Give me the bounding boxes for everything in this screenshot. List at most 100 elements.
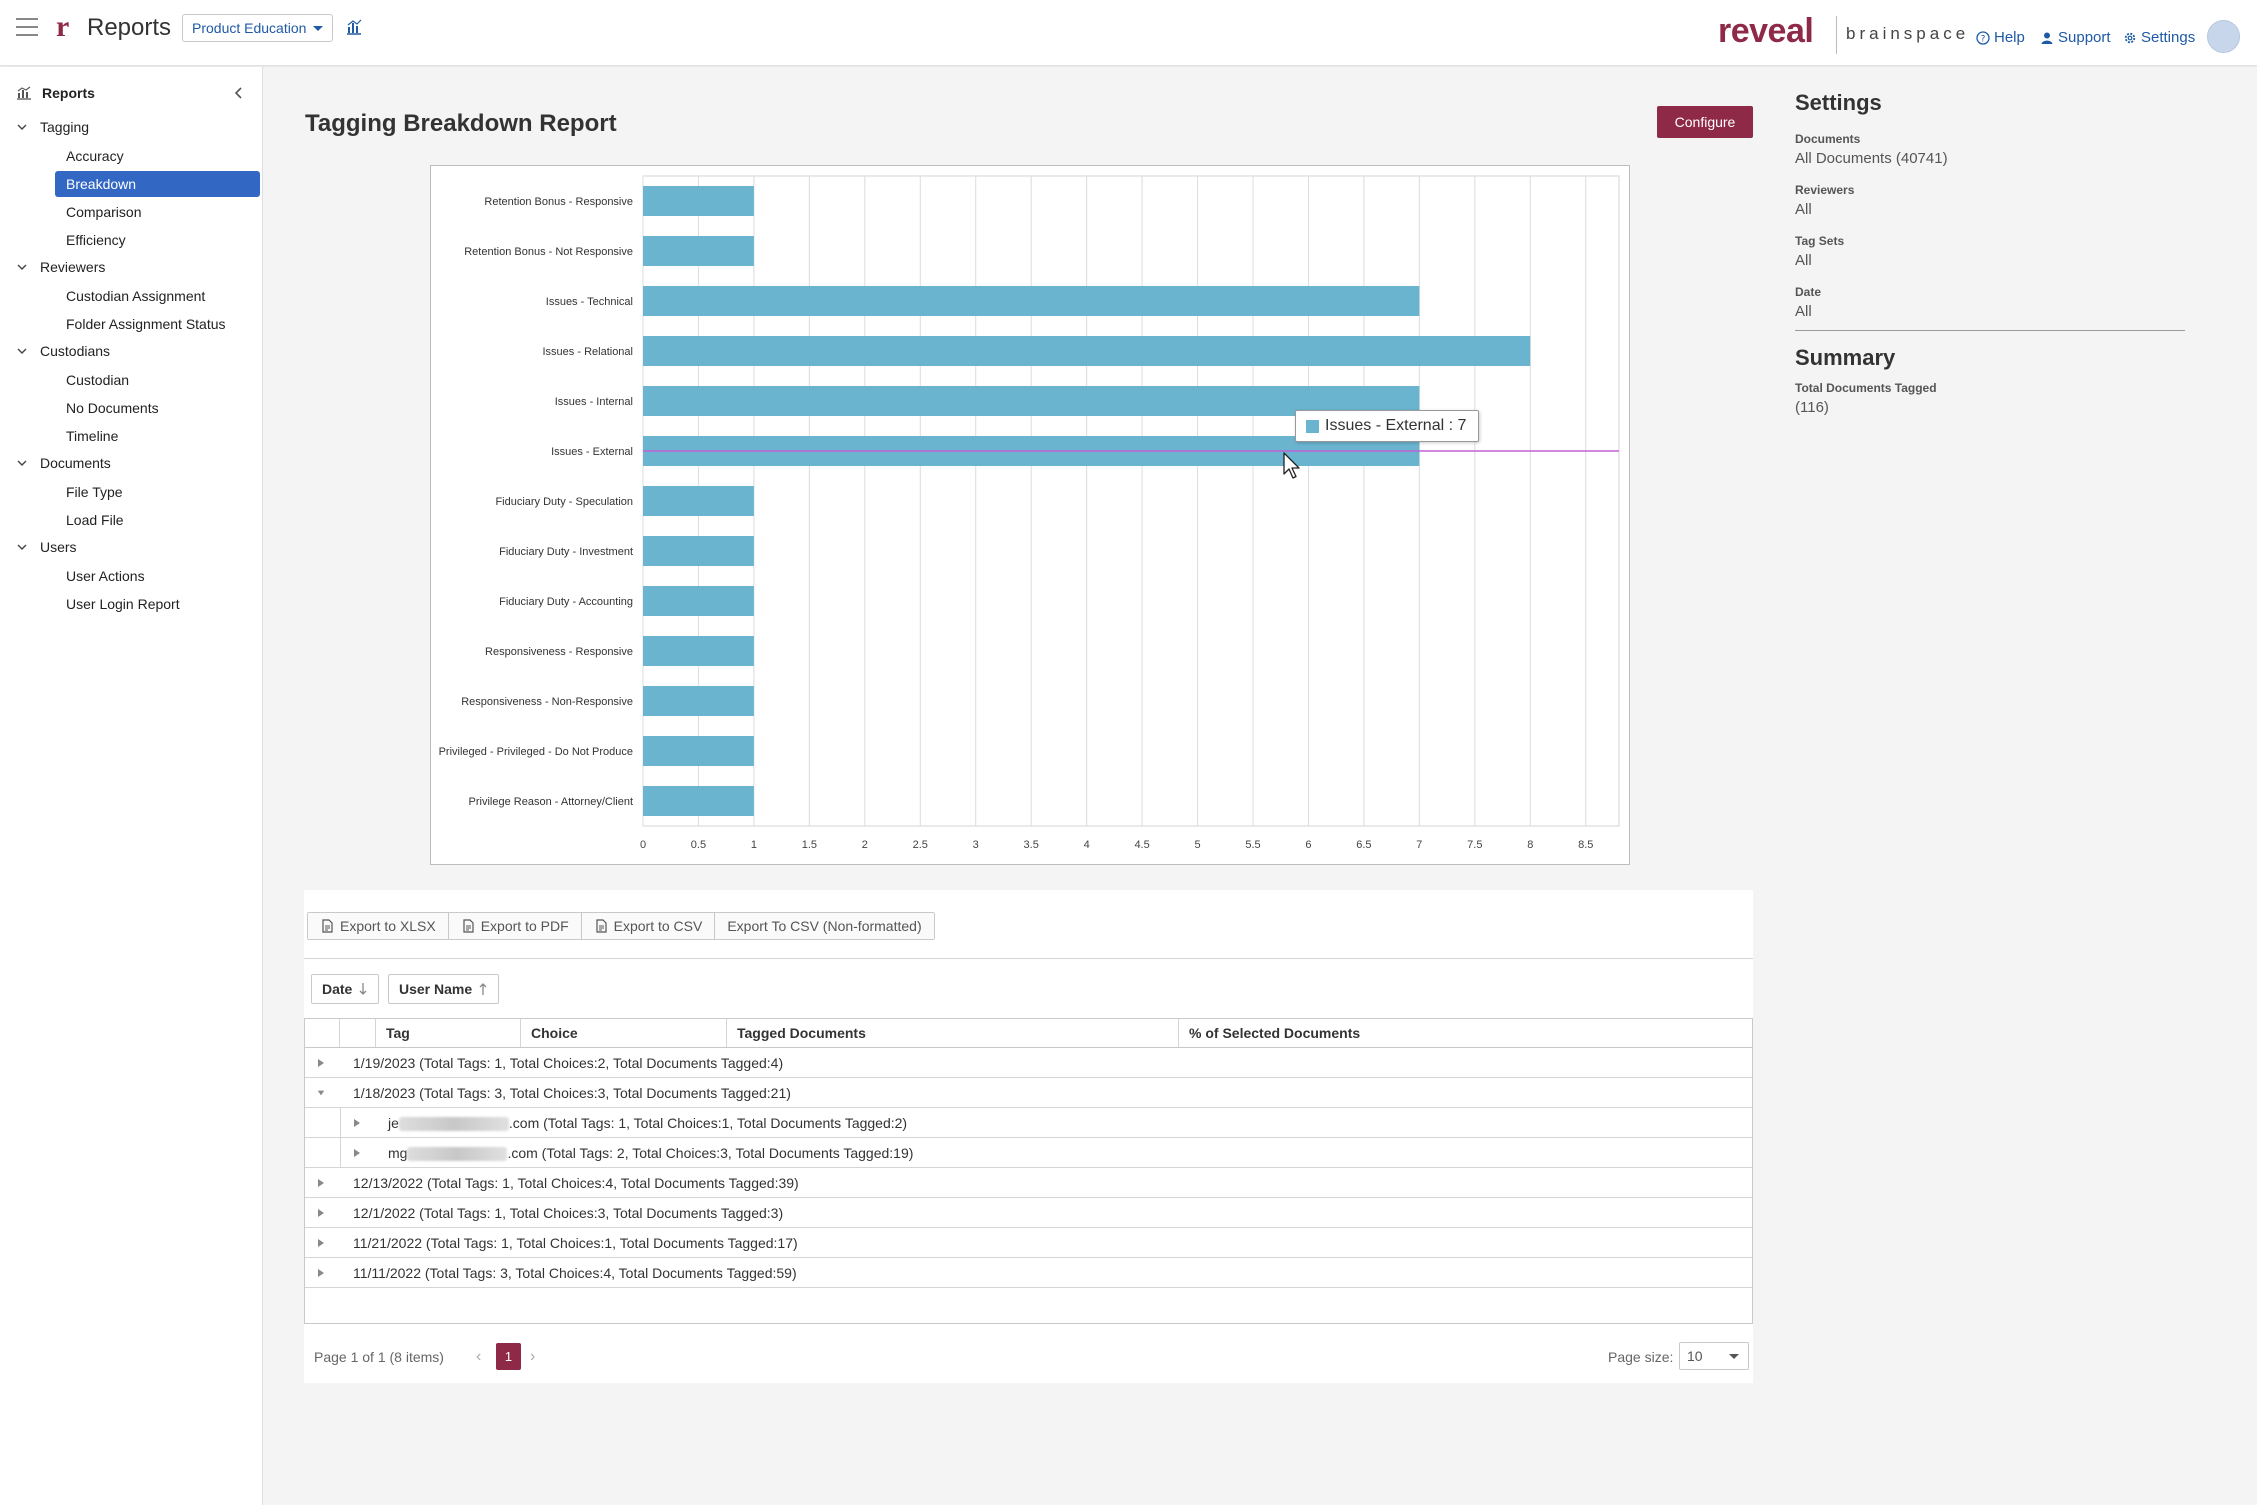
x-tick-label: 6 [1305,839,1311,851]
sidebar-item-custodian-assignment[interactable]: Custodian Assignment [66,288,206,304]
x-tick-label: 4 [1084,839,1090,851]
column-header-tagged-documents[interactable]: Tagged Documents [727,1019,1179,1047]
menu-icon[interactable] [16,18,38,36]
x-tick-label: 1 [751,839,757,851]
help-link[interactable]: ? Help [1976,29,2025,46]
file-export-icon [322,919,333,933]
summary-value: (116) [1795,399,1829,416]
column-header-choice[interactable]: Choice [521,1019,727,1047]
settings-tagsets-value: All [1795,252,1812,269]
brand-logo: reveal [1718,12,1814,51]
sidebar-group-reviewers[interactable]: Reviewers [16,259,105,275]
bar-chart-icon[interactable] [345,18,363,36]
table-row[interactable]: 11/21/2022 (Total Tags: 1, Total Choices… [305,1228,1752,1258]
expand-caret-icon[interactable] [353,1118,361,1128]
sidebar-item-load-file[interactable]: Load File [66,512,124,528]
sidebar-group-tagging[interactable]: Tagging [16,119,89,135]
x-tick-label: 2 [862,839,868,851]
pager-prev-icon[interactable]: ‹ [476,1348,482,1365]
sidebar-group-documents[interactable]: Documents [16,455,111,471]
support-link[interactable]: Support [2040,29,2111,46]
table-subrow[interactable]: je .com (Total Tags: 1, Total Choices:1, … [305,1108,1752,1138]
group-by-date-label: Date [322,981,353,997]
export-xlsx-button[interactable]: Export to XLSX [308,913,449,939]
collapse-caret-icon[interactable] [317,1088,325,1098]
collapse-sidebar-icon[interactable] [232,86,246,100]
sidebar-item-user-actions[interactable]: User Actions [66,568,145,584]
export-csv-nonformatted-button[interactable]: Export To CSV (Non-formatted) [715,913,934,939]
category-label: Issues - Technical [546,296,633,308]
sidebar-group-users[interactable]: Users [16,539,77,555]
sidebar-item-folder-assignment-status[interactable]: Folder Assignment Status [66,316,226,332]
page-title: Tagging Breakdown Report [305,110,617,137]
bar-13 [643,786,754,816]
project-select[interactable]: Product Education [182,14,334,42]
export-xlsx-label: Export to XLSX [340,918,436,934]
table-row[interactable]: 11/11/2022 (Total Tags: 3, Total Choices… [305,1258,1752,1288]
sidebar-item-custodian[interactable]: Custodian [66,372,130,388]
settings-date-value: All [1795,303,1812,320]
x-tick-label: 2.5 [913,839,928,851]
configure-button[interactable]: Configure [1657,106,1753,138]
column-header-tag[interactable]: Tag [376,1019,521,1047]
row-text: 1/18/2023 (Total Tags: 3, Total Choices:… [353,1085,791,1101]
bar-7 [643,486,754,516]
help-icon: ? [1976,30,1990,45]
pager-next-icon[interactable]: › [530,1348,536,1365]
sidebar-group-custodians[interactable]: Custodians [16,343,110,359]
expand-caret-icon[interactable] [317,1208,325,1218]
row-indent-divider [340,1108,341,1138]
export-pdf-label: Export to PDF [480,918,569,934]
sidebar-item-user-login-report[interactable]: User Login Report [66,596,180,612]
table-row[interactable]: 12/13/2022 (Total Tags: 1, Total Choices… [305,1168,1752,1198]
avatar[interactable] [2207,20,2240,53]
group-by-username-label: User Name [399,981,473,997]
expand-caret-icon[interactable] [353,1148,361,1158]
table-subrow[interactable]: mg .com (Total Tags: 2, Total Choices:3, … [305,1138,1752,1168]
export-csv-button[interactable]: Export to CSV [581,913,716,939]
expand-caret-icon[interactable] [317,1178,325,1188]
table-row[interactable]: 12/1/2022 (Total Tags: 1, Total Choices:… [305,1198,1752,1228]
plot-area [642,175,1620,827]
expand-caret-icon[interactable] [317,1268,325,1278]
settings-panel: Settings Documents All Documents (40741)… [1795,90,2185,416]
sidebar-item-timeline[interactable]: Timeline [66,428,119,444]
table-row[interactable]: 1/18/2023 (Total Tags: 3, Total Choices:… [305,1078,1752,1108]
group-by-username-chip[interactable]: User Name [388,974,500,1004]
sidebar-item-no-documents[interactable]: No Documents [66,400,159,416]
settings-reviewers-value: All [1795,201,1812,218]
export-csv-label: Export to CSV [613,918,703,934]
x-tick-label: 7.5 [1467,839,1482,851]
row-text: mg .com (Total Tags: 2, Total Choices:3, … [388,1138,913,1168]
user-prefix: je [388,1115,399,1131]
sidebar-title: Reports [42,85,95,101]
expand-caret-icon[interactable] [317,1238,325,1248]
table-row[interactable]: 1/19/2023 (Total Tags: 1, Total Choices:… [305,1048,1752,1078]
sidebar-item-efficiency[interactable]: Efficiency [66,232,126,248]
page-size-label: Page size: [1608,1349,1674,1365]
page-size-select[interactable]: 10 [1679,1342,1749,1370]
pager-page-1[interactable]: 1 [496,1343,521,1370]
column-header-percent-selected[interactable]: % of Selected Documents [1189,1025,1361,1041]
row-text: 12/1/2022 (Total Tags: 1, Total Choices:… [353,1205,784,1221]
sidebar-item-breakdown[interactable]: Breakdown [55,171,260,197]
sidebar-group-label: Reviewers [40,259,106,275]
expand-caret-icon[interactable] [317,1058,325,1068]
sidebar-item-file-type[interactable]: File Type [66,484,123,500]
sidebar-item-comparison[interactable]: Comparison [66,204,142,220]
app-title: Reports [87,14,172,41]
settings-link[interactable]: Settings [2123,29,2195,46]
x-tick-label: 3.5 [1024,839,1039,851]
sidebar: Reports Tagging Accuracy Breakdown Compa… [0,67,263,1505]
group-by-date-chip[interactable]: Date [311,974,380,1004]
grid-header-divider [305,1047,1752,1048]
category-label: Fiduciary Duty - Speculation [495,496,633,508]
brand-secondary: brainspace [1846,24,1970,43]
sidebar-item-accuracy[interactable]: Accuracy [66,148,124,164]
export-pdf-button[interactable]: Export to PDF [448,913,582,939]
row-indent-divider [340,1138,341,1168]
user-prefix: mg [388,1145,408,1161]
category-label: Issues - External [551,446,633,458]
x-tick-label: 4.5 [1134,839,1149,851]
bar-11 [643,686,754,716]
